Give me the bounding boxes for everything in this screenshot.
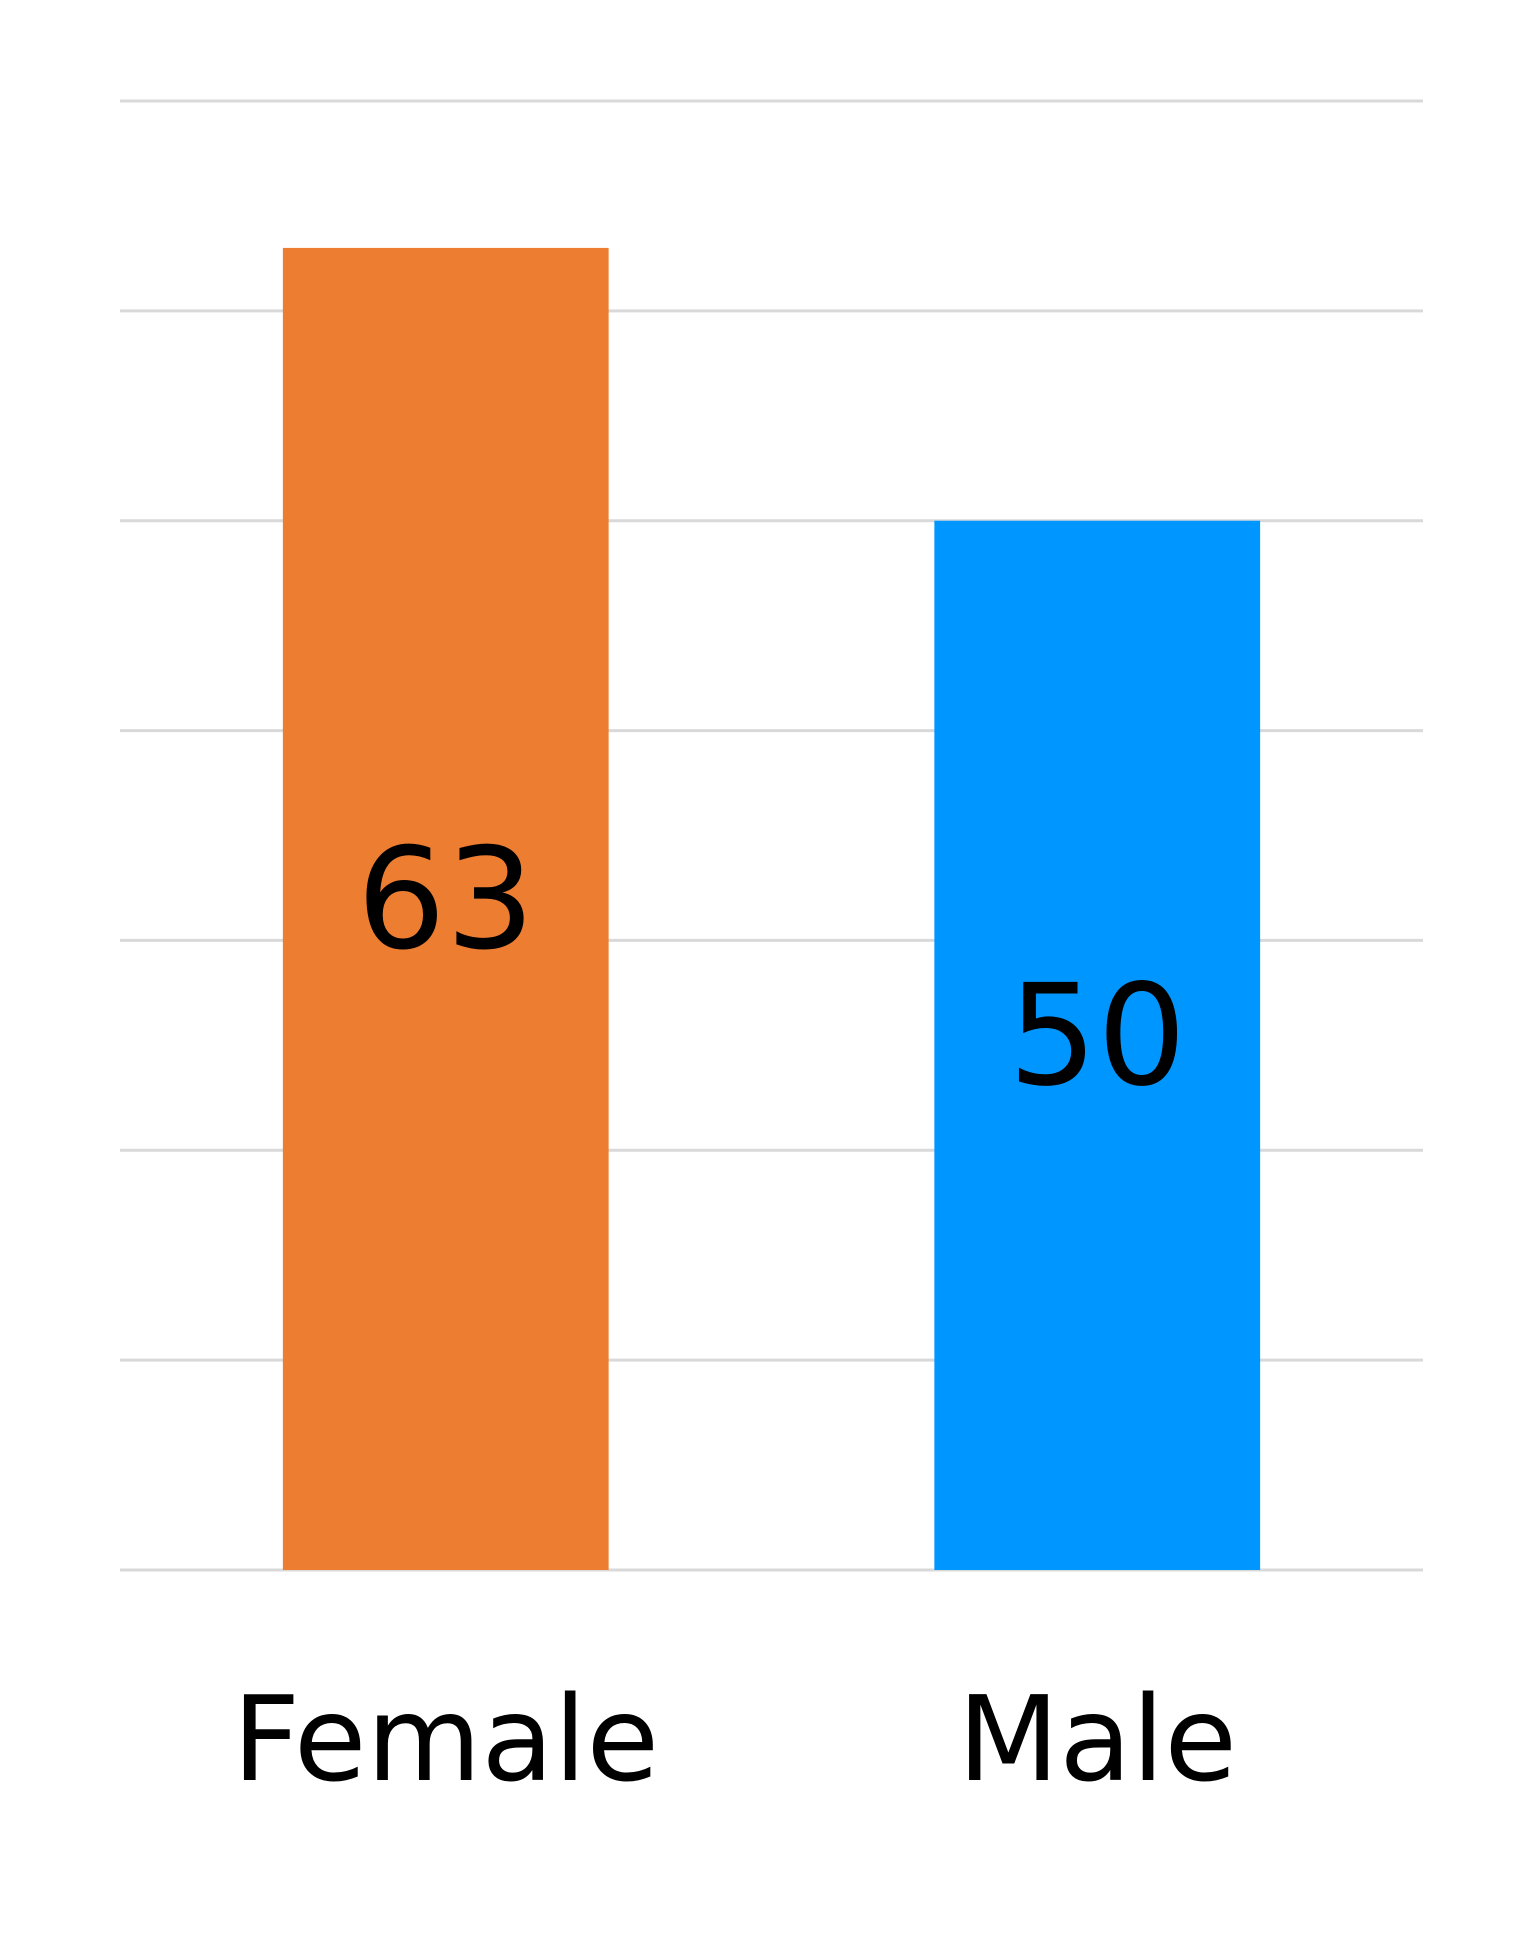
- bar: [934, 520, 1261, 1570]
- value-label: 50: [1008, 955, 1186, 1118]
- x-tick-label: Male: [957, 1670, 1237, 1808]
- x-tick-label: Female: [232, 1670, 659, 1808]
- bar: [282, 247, 609, 1570]
- value-label: 63: [357, 819, 535, 982]
